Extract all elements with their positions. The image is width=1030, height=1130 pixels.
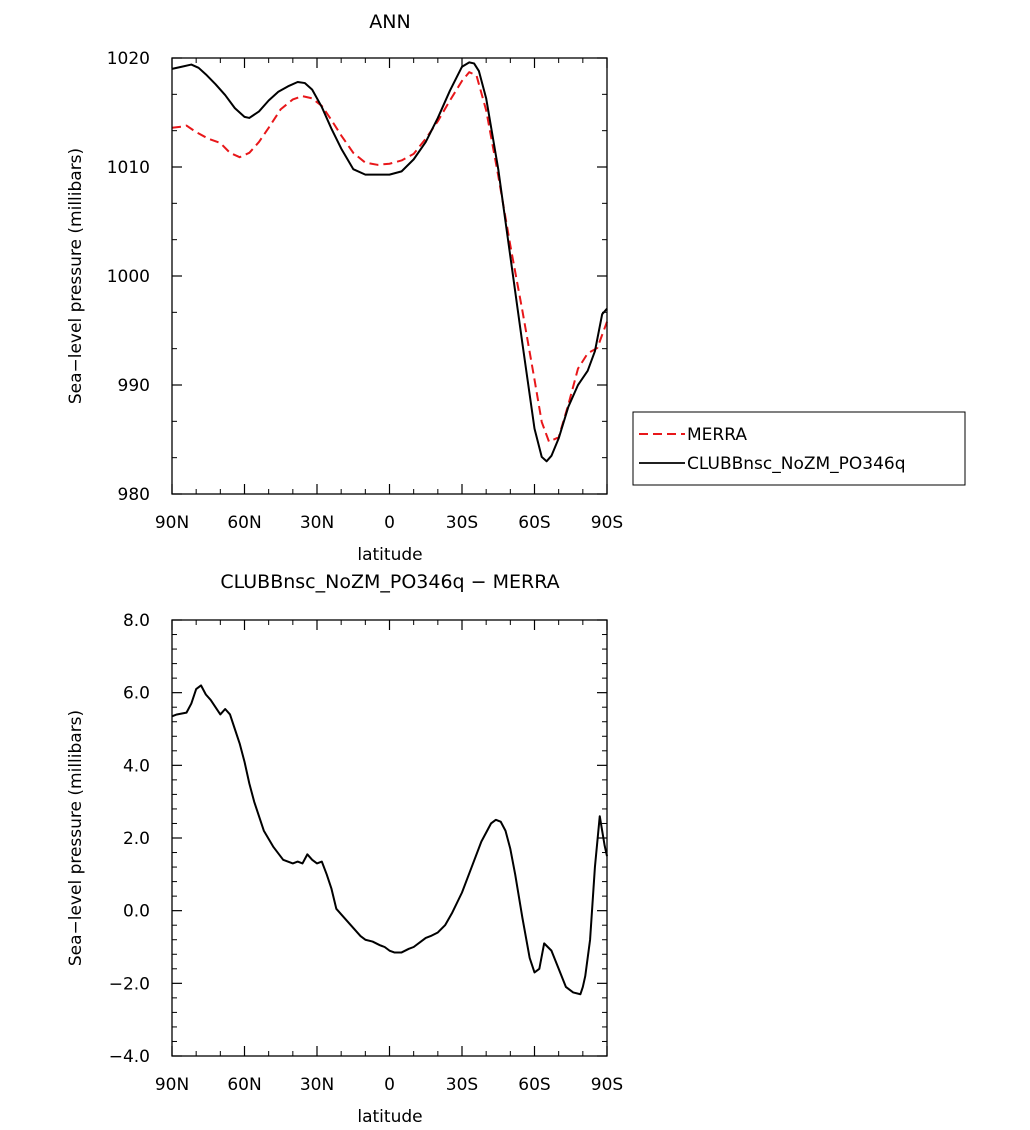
top-panel-y-axis-label: Sea−level pressure (millibars) — [66, 148, 86, 404]
bottom-panel-x-tick-label: 0 — [384, 1075, 395, 1095]
top-panel-y-tick-label: 1010 — [107, 158, 150, 178]
bottom-panel-x-tick-label: 30N — [300, 1075, 334, 1095]
bottom-panel: CLUBBnsc_NoZM_PO346q − MERRA Sea−level p… — [66, 571, 623, 1127]
bottom-panel-ticks — [171, 619, 608, 1057]
legend-box — [632, 411, 966, 486]
bottom-panel-series-line-0 — [171, 684, 608, 996]
top-panel-x-tick-label: 60S — [518, 513, 550, 533]
top-panel-tick-labels: 90N 60N 30N 0 30S 60S 90S 980 990 1000 1010 1020 — [107, 49, 623, 533]
bottom-panel-tick-labels: 90N 60N 30N 0 30S 60S 90S −4.0 −2.0 0.0 2.0 4.0 6.0 8… — [109, 611, 624, 1095]
top-panel-series — [171, 61, 608, 463]
legend-label-clubb: CLUBBnsc_NoZM_PO346q — [687, 454, 906, 474]
top-panel-x-tick-label: 90S — [591, 513, 623, 533]
top-panel-y-tick-label: 1020 — [107, 49, 150, 69]
legend: MERRA CLUBBnsc_NoZM_PO346q — [632, 411, 966, 486]
top-panel-x-tick-label: 0 — [384, 513, 395, 533]
top-panel-ticks — [171, 57, 608, 495]
top-panel-x-tick-label: 60N — [227, 513, 261, 533]
top-panel-x-tick-label: 30N — [300, 513, 334, 533]
top-panel-series-line-0 — [171, 71, 608, 443]
bottom-panel-y-tick-label: 4.0 — [123, 756, 150, 776]
legend-label-merra: MERRA — [687, 425, 747, 445]
top-panel-x-axis-label: latitude — [357, 545, 422, 565]
top-panel-x-tick-label: 30S — [446, 513, 478, 533]
bottom-panel-frame — [171, 619, 608, 1057]
top-panel: ANN Sea−level pressure (millibars) latit… — [66, 11, 623, 565]
top-panel-y-tick-label: 1000 — [107, 267, 150, 287]
bottom-panel-x-tick-label: 60N — [227, 1075, 261, 1095]
bottom-panel-y-tick-label: 6.0 — [123, 684, 150, 704]
bottom-panel-y-tick-label: −2.0 — [109, 974, 150, 994]
top-panel-y-tick-label: 990 — [118, 376, 150, 396]
bottom-panel-series — [171, 684, 608, 996]
bottom-panel-title: CLUBBnsc_NoZM_PO346q − MERRA — [220, 571, 559, 593]
bottom-panel-y-tick-label: 2.0 — [123, 829, 150, 849]
top-panel-title: ANN — [369, 11, 410, 33]
bottom-panel-x-axis-label: latitude — [357, 1107, 422, 1127]
top-panel-x-tick-label: 90N — [155, 513, 189, 533]
bottom-panel-x-tick-label: 90S — [591, 1075, 623, 1095]
bottom-panel-x-tick-label: 30S — [446, 1075, 478, 1095]
bottom-panel-x-tick-label: 60S — [518, 1075, 550, 1095]
bottom-panel-y-tick-label: 0.0 — [123, 902, 150, 922]
top-panel-y-tick-label: 980 — [118, 485, 150, 505]
top-panel-series-line-1 — [171, 61, 608, 463]
top-panel-frame — [171, 57, 608, 495]
bottom-panel-x-tick-label: 90N — [155, 1075, 189, 1095]
bottom-panel-y-axis-label: Sea−level pressure (millibars) — [66, 710, 86, 966]
bottom-panel-y-tick-label: 8.0 — [123, 611, 150, 631]
bottom-panel-y-tick-label: −4.0 — [109, 1047, 150, 1067]
